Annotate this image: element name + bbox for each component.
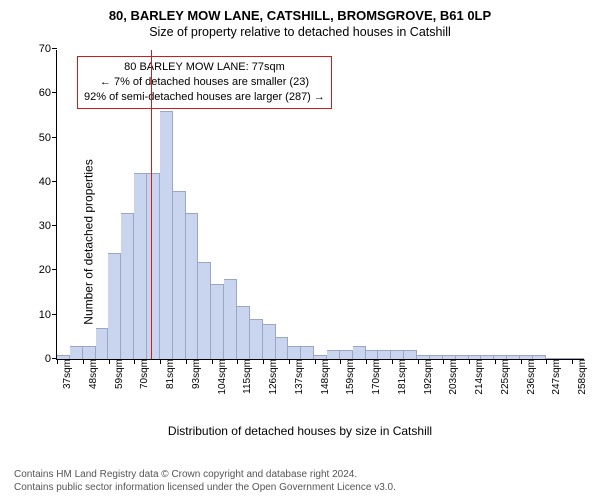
y-tick-label: 30 bbox=[27, 220, 57, 232]
x-tick-mark bbox=[186, 359, 187, 364]
x-tick-mark bbox=[418, 359, 419, 364]
x-tick-label: 126sqm bbox=[266, 359, 279, 395]
x-tick-mark bbox=[109, 359, 110, 364]
bar bbox=[70, 346, 83, 359]
x-tick-label: 170sqm bbox=[369, 359, 382, 395]
bar bbox=[186, 213, 199, 359]
bar bbox=[276, 337, 289, 359]
x-tick-mark bbox=[160, 359, 161, 364]
x-tick-label: 214sqm bbox=[472, 359, 485, 395]
bar bbox=[237, 306, 250, 359]
x-tick-mark bbox=[289, 359, 290, 364]
x-tick-label: 115sqm bbox=[240, 359, 253, 394]
x-tick-label: 104sqm bbox=[215, 359, 228, 395]
x-tick-label: 203sqm bbox=[446, 359, 459, 395]
marker-line bbox=[151, 50, 152, 359]
y-tick-mark bbox=[52, 137, 57, 138]
bar bbox=[288, 346, 301, 359]
chart-title-main: 80, BARLEY MOW LANE, CATSHILL, BROMSGROV… bbox=[0, 0, 600, 23]
x-tick-label: 236sqm bbox=[524, 359, 537, 395]
bar bbox=[173, 191, 186, 359]
x-tick-label: 48sqm bbox=[86, 359, 99, 389]
x-tick-mark bbox=[443, 359, 444, 364]
bar bbox=[147, 173, 160, 359]
chart-title-sub: Size of property relative to detached ho… bbox=[0, 23, 600, 39]
bar bbox=[263, 324, 276, 359]
x-tick-label: 137sqm bbox=[292, 359, 305, 395]
x-tick-label: 181sqm bbox=[395, 359, 408, 395]
x-tick-mark bbox=[263, 359, 264, 364]
bar bbox=[340, 350, 353, 359]
x-tick-label: 258sqm bbox=[575, 359, 588, 395]
x-tick-mark bbox=[212, 359, 213, 364]
bar bbox=[108, 253, 121, 359]
x-axis-label: Distribution of detached houses by size … bbox=[0, 424, 600, 438]
x-tick-label: 192sqm bbox=[421, 359, 434, 395]
callout-line2: ← 7% of detached houses are smaller (23) bbox=[84, 75, 325, 90]
callout-line3: 92% of semi-detached houses are larger (… bbox=[84, 90, 325, 105]
plot-area: 80 BARLEY MOW LANE: 77sqm ← 7% of detach… bbox=[56, 50, 584, 360]
footer-attribution: Contains HM Land Registry data © Crown c… bbox=[14, 468, 396, 494]
bar bbox=[134, 173, 147, 359]
y-tick-label: 60 bbox=[27, 87, 57, 99]
x-tick-label: 225sqm bbox=[498, 359, 511, 395]
bar bbox=[378, 350, 391, 359]
y-tick-label: 70 bbox=[27, 43, 57, 55]
y-tick-mark bbox=[52, 314, 57, 315]
y-tick-mark bbox=[52, 225, 57, 226]
bar bbox=[224, 279, 237, 359]
footer-line1: Contains HM Land Registry data © Crown c… bbox=[14, 468, 396, 481]
bar bbox=[353, 346, 366, 359]
x-tick-mark bbox=[340, 359, 341, 364]
x-tick-mark bbox=[134, 359, 135, 364]
y-tick-mark bbox=[52, 92, 57, 93]
bar bbox=[404, 350, 417, 359]
x-tick-mark bbox=[546, 359, 547, 364]
x-tick-mark bbox=[572, 359, 573, 364]
x-tick-mark bbox=[57, 359, 58, 364]
x-tick-mark bbox=[495, 359, 496, 364]
bar bbox=[366, 350, 379, 359]
callout-box: 80 BARLEY MOW LANE: 77sqm ← 7% of detach… bbox=[77, 56, 332, 109]
x-tick-mark bbox=[366, 359, 367, 364]
x-tick-mark bbox=[237, 359, 238, 364]
y-tick-mark bbox=[52, 48, 57, 49]
x-tick-mark bbox=[315, 359, 316, 364]
x-tick-label: 59sqm bbox=[112, 359, 125, 389]
bar bbox=[121, 213, 134, 359]
x-tick-label: 37sqm bbox=[60, 359, 73, 389]
bar bbox=[250, 319, 263, 359]
x-tick-label: 70sqm bbox=[137, 359, 150, 389]
y-tick-label: 10 bbox=[27, 309, 57, 321]
x-tick-label: 93sqm bbox=[189, 359, 202, 389]
x-tick-mark bbox=[83, 359, 84, 364]
bar bbox=[301, 346, 314, 359]
y-tick-mark bbox=[52, 269, 57, 270]
x-tick-mark bbox=[469, 359, 470, 364]
x-tick-label: 159sqm bbox=[343, 359, 356, 395]
x-tick-label: 247sqm bbox=[549, 359, 562, 395]
x-tick-mark bbox=[392, 359, 393, 364]
y-tick-label: 50 bbox=[27, 132, 57, 144]
x-tick-mark bbox=[521, 359, 522, 364]
y-tick-label: 20 bbox=[27, 264, 57, 276]
bar bbox=[96, 328, 109, 359]
chart-container: Number of detached properties 80 BARLEY … bbox=[0, 44, 600, 440]
y-tick-label: 0 bbox=[27, 353, 57, 365]
bar bbox=[327, 350, 340, 359]
footer-line2: Contains public sector information licen… bbox=[14, 481, 396, 494]
bar bbox=[211, 284, 224, 359]
x-tick-label: 81sqm bbox=[163, 359, 176, 389]
y-tick-mark bbox=[52, 181, 57, 182]
bar bbox=[83, 346, 96, 359]
bar bbox=[160, 111, 173, 359]
bar bbox=[198, 262, 211, 359]
x-tick-label: 148sqm bbox=[318, 359, 331, 395]
bar bbox=[391, 350, 404, 359]
y-tick-label: 40 bbox=[27, 176, 57, 188]
callout-line1: 80 BARLEY MOW LANE: 77sqm bbox=[84, 60, 325, 75]
